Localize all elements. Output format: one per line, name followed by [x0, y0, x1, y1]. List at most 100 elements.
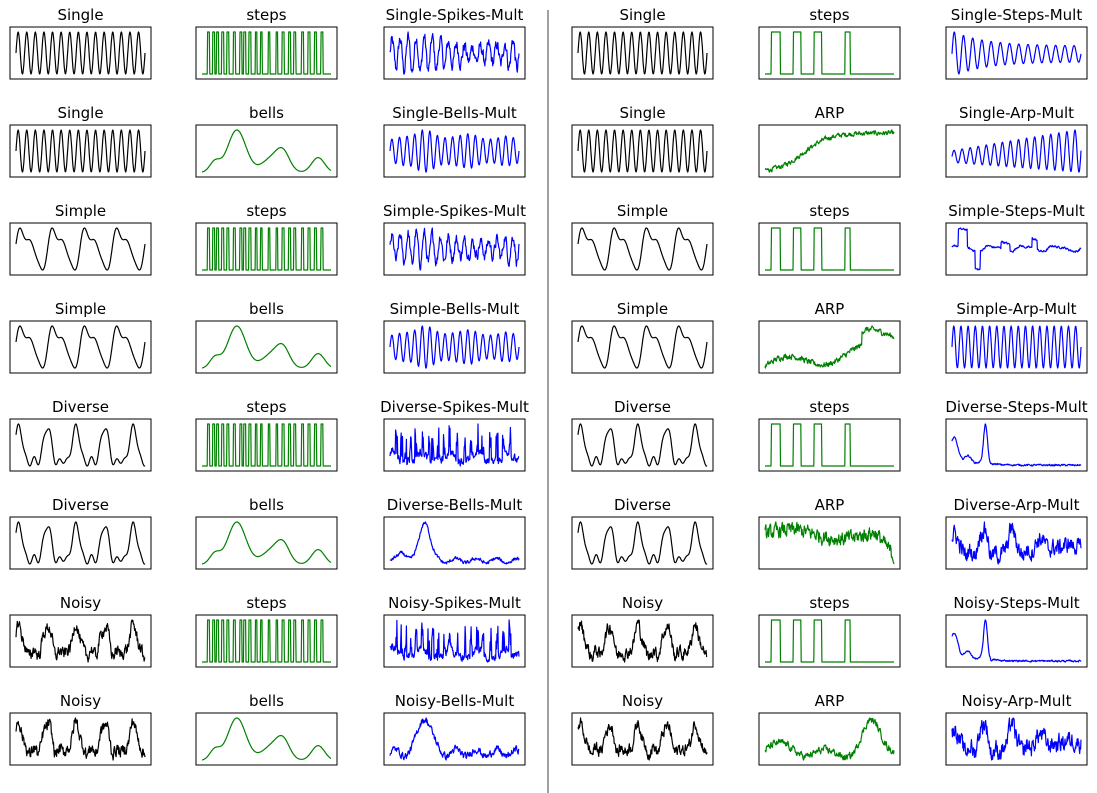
panel-frame	[383, 418, 526, 472]
series-line	[201, 717, 332, 761]
panel: Noisy	[9, 692, 152, 766]
series-line	[951, 129, 1082, 173]
panel-frame	[571, 222, 714, 276]
panel: Single	[571, 6, 714, 80]
panel-title: Simple	[55, 300, 106, 318]
panel-title: Single-Bells-Mult	[392, 104, 517, 122]
series-line	[764, 521, 895, 565]
panel-frame	[195, 320, 338, 374]
series-line	[201, 423, 332, 467]
panel-title: steps	[246, 6, 286, 24]
series-line	[15, 129, 146, 173]
panel-title: Diverse	[614, 496, 671, 514]
panel: ARP	[758, 104, 901, 178]
series-line	[951, 619, 1082, 663]
series-line	[577, 717, 708, 761]
panel: steps	[195, 202, 338, 276]
panel: Diverse	[9, 398, 152, 472]
series-line	[764, 619, 895, 663]
series-line	[389, 325, 520, 369]
series-line	[389, 423, 520, 467]
panel: Simple	[9, 300, 152, 374]
panel-title: Simple-Arp-Mult	[956, 300, 1076, 318]
panel: Simple	[571, 300, 714, 374]
panel: Single	[9, 6, 152, 80]
panel: Diverse	[571, 496, 714, 570]
series-line	[201, 325, 332, 369]
series-line	[389, 619, 520, 663]
panel-title: Single	[57, 104, 103, 122]
panel-title: Diverse-Bells-Mult	[387, 496, 523, 514]
panel-frame	[758, 614, 901, 668]
series-line	[15, 717, 146, 761]
panel: bells	[195, 104, 338, 178]
panel: Simple-Steps-Mult	[945, 202, 1088, 276]
panel-frame	[758, 320, 901, 374]
series-line	[577, 521, 708, 565]
panel-frame	[383, 222, 526, 276]
panel-title: steps	[246, 398, 286, 416]
series-line	[389, 521, 520, 565]
panel-frame	[945, 26, 1088, 80]
panel: bells	[195, 692, 338, 766]
panel: steps	[758, 594, 901, 668]
panel: steps	[758, 6, 901, 80]
panel: Diverse-Bells-Mult	[383, 496, 526, 570]
panel-title: Single-Spikes-Mult	[386, 6, 524, 24]
series-line	[951, 423, 1082, 467]
series-line	[201, 31, 332, 75]
panel-frame	[383, 516, 526, 570]
panel-frame	[195, 516, 338, 570]
panel-frame	[571, 26, 714, 80]
panel-title: steps	[809, 6, 849, 24]
panel-title: Single-Steps-Mult	[951, 6, 1083, 24]
panel: Single-Spikes-Mult	[383, 6, 526, 80]
panel-frame	[945, 320, 1088, 374]
panel-frame	[945, 124, 1088, 178]
panel: Noisy-Steps-Mult	[945, 594, 1088, 668]
panel-frame	[945, 516, 1088, 570]
panel-frame	[758, 26, 901, 80]
panel-frame	[9, 320, 152, 374]
panel-title: bells	[249, 300, 284, 318]
panel-frame	[571, 320, 714, 374]
panel-title: ARP	[815, 104, 845, 122]
panel: Noisy-Bells-Mult	[383, 692, 526, 766]
panel: Diverse-Spikes-Mult	[380, 398, 529, 472]
panel-title: Diverse	[614, 398, 671, 416]
panel-title: Noisy	[622, 594, 663, 612]
series-line	[15, 325, 146, 369]
panel-title: ARP	[815, 496, 845, 514]
series-line	[201, 521, 332, 565]
panel: ARP	[758, 692, 901, 766]
panel-title: Diverse	[52, 496, 109, 514]
series-line	[951, 31, 1082, 75]
panel-frame	[571, 124, 714, 178]
panel-title: Noisy-Steps-Mult	[953, 594, 1079, 612]
panel: steps	[195, 594, 338, 668]
panel: Simple	[571, 202, 714, 276]
panel-frame	[945, 222, 1088, 276]
series-line	[577, 423, 708, 467]
series-line	[201, 227, 332, 271]
panel-frame	[571, 712, 714, 766]
series-line	[577, 129, 708, 173]
panel: steps	[758, 398, 901, 472]
panel: Single	[571, 104, 714, 178]
panel-title: steps	[246, 594, 286, 612]
series-line	[951, 227, 1082, 271]
panel: Single-Steps-Mult	[945, 6, 1088, 80]
panel-title: Simple-Bells-Mult	[390, 300, 520, 318]
panel-frame	[945, 712, 1088, 766]
panel-frame	[758, 124, 901, 178]
panel-frame	[758, 712, 901, 766]
panel-title: steps	[809, 202, 849, 220]
panel: Diverse	[571, 398, 714, 472]
panel-title: Diverse-Steps-Mult	[945, 398, 1087, 416]
panel-frame	[383, 712, 526, 766]
panel: Noisy-Arp-Mult	[945, 692, 1088, 766]
panel: Single-Bells-Mult	[383, 104, 526, 178]
panel-title: Noisy-Arp-Mult	[962, 692, 1072, 710]
panel-frame	[195, 26, 338, 80]
panel: Noisy	[571, 594, 714, 668]
